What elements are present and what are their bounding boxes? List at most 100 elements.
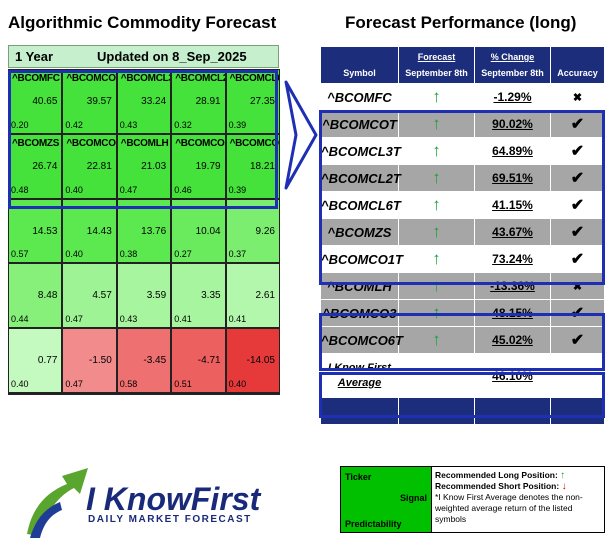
cell-predictability: 0.46 <box>174 184 192 195</box>
up-arrow-icon: ↑ <box>432 303 441 322</box>
logo-name: I KnowFirst <box>86 481 261 517</box>
up-arrow-icon: ↑ <box>432 330 441 349</box>
cell-predictability: 0.41 <box>228 314 247 325</box>
cell-predictability: 0.39 <box>228 184 247 195</box>
legend-predictability: Predictability <box>345 519 402 529</box>
heatmap-cell: 3.35 0.41 <box>171 263 226 329</box>
cell-predictability: 0.51 <box>174 379 192 389</box>
left-title: Algorithmic Commodity Forecast <box>8 13 277 32</box>
heatmap-cell: ^BCOMCL2T 28.91 0.32 <box>171 69 226 134</box>
legend-short: Recommended Short Position: <box>435 481 560 491</box>
cell-symbol: ^BCOMCL3T <box>120 73 170 84</box>
cell-predictability: 0.43 <box>119 314 138 325</box>
heatmap-cell: 2.61 0.41 <box>225 263 280 329</box>
table-footer <box>320 397 605 425</box>
row-change: 69.51% <box>474 164 551 192</box>
heatmap-cell: 14.53 0.57 <box>8 198 63 264</box>
cell-signal: -14.05 <box>246 355 275 367</box>
row-change: 43.67% <box>474 218 551 246</box>
heatmap-cell: -73.530.54 <box>116 393 172 395</box>
heatmap-cell: ^BCOMCL6T 27.35 0.39 <box>225 69 280 134</box>
row-symbol: ^BCOMFC <box>320 83 399 111</box>
heatmap-cell: -103.310.56 <box>171 393 226 395</box>
row-accuracy-icon: ✔ <box>550 110 605 138</box>
row-symbol: ^BCOMCL2T <box>320 164 401 192</box>
row-accuracy-icon: ✖ <box>550 272 605 300</box>
cell-symbol: ^BCOMFC <box>12 73 60 84</box>
cell-signal: 4.57 <box>92 290 112 302</box>
cell-predictability: 0.38 <box>119 249 138 260</box>
table-row: ^BCOMFC ↑ -1.29% ✖ <box>320 83 605 111</box>
cell-signal: 3.59 <box>146 290 167 302</box>
heatmap-cell: -124.600.57 <box>225 393 280 395</box>
cell-signal: 14.43 <box>86 225 112 237</box>
cell-signal: 3.35 <box>201 290 221 302</box>
frame-group-1 <box>319 110 605 285</box>
cell-predictability: 0.27 <box>174 249 192 260</box>
pointer-arrow-icon <box>284 80 318 190</box>
up-arrow-icon: ↑ <box>432 222 441 241</box>
average-label: I Know First Average <box>320 353 399 398</box>
col-symbol: Symbol <box>320 46 399 84</box>
cell-predictability: 0.47 <box>65 314 83 325</box>
legend-ticker: Ticker <box>345 472 372 482</box>
legend: Ticker Signal Predictability Recommended… <box>340 466 605 533</box>
cell-symbol: ^BCOMCO1T <box>66 137 116 149</box>
forecast-heatmap: ^BCOMFC 40.65 0.20 ^BCOMCOT 39.57 0.42 ^BCOMCL… <box>8 69 280 395</box>
heatmap-cell: 9.26 0.37 <box>225 198 280 264</box>
cell-predictability: 0.37 <box>228 249 247 260</box>
cell-signal: 10.04 <box>195 225 221 237</box>
cell-predictability: 0.40 <box>65 249 83 260</box>
right-title: Forecast Performance (long) <box>345 13 577 32</box>
table-row: ^BCOMCL3T ↑ 64.89% ✔ <box>320 137 605 165</box>
col-accuracy: Accuracy <box>550 46 605 84</box>
table-row: ^BCOMLH ↑ -13.36% ✖ <box>320 272 605 300</box>
heatmap-cell: 4.57 0.47 <box>62 263 117 329</box>
row-forecast: ↑ <box>398 83 475 111</box>
row-forecast: ↑ <box>398 272 475 300</box>
up-arrow-icon: ↑ <box>432 87 441 106</box>
heatmap-cell: ^BCOMCO3 19.79 0.46 <box>171 133 226 199</box>
row-symbol: ^BCOMCL3T <box>320 137 401 165</box>
row-forecast: ↑ <box>398 164 475 192</box>
heatmap-cell: ^BCOMCO1T 22.81 0.40 <box>62 133 117 199</box>
highlight-frame <box>8 70 278 209</box>
cell-symbol: ^BCOMCOT <box>66 73 117 84</box>
row-change: 41.15% <box>474 191 551 219</box>
cell-signal: 40.65 <box>32 96 58 107</box>
cell-predictability: 0.20 <box>11 119 29 130</box>
cell-signal: 2.61 <box>255 290 275 302</box>
cell-symbol: ^BCOMCL2T <box>175 73 224 84</box>
cell-predictability: 0.42 <box>65 119 83 130</box>
row-accuracy-icon: ✔ <box>550 137 605 165</box>
row-accuracy-icon: ✖ <box>550 83 605 111</box>
row-change: -13.36% <box>474 272 551 300</box>
col-change: % Change September 8th <box>474 46 551 84</box>
cell-predictability: 0.48 <box>11 184 29 195</box>
up-arrow-icon: ↑ <box>432 114 441 133</box>
cell-signal: 21.03 <box>141 160 167 172</box>
row-symbol: ^BCOMCO6T <box>320 326 403 354</box>
cell-signal: 39.57 <box>86 96 112 107</box>
up-arrow-icon: ↑ <box>432 249 441 268</box>
heatmap-cell: ^BCOMLH 21.03 0.47 <box>116 133 172 199</box>
cell-signal: 27.35 <box>249 96 275 107</box>
cell-signal: 14.53 <box>32 225 58 237</box>
heatmap-cell: -3.45 0.58 <box>116 328 172 393</box>
cell-symbol: ^BCOMZS <box>12 137 60 149</box>
row-forecast: ↑ <box>398 245 475 273</box>
cell-signal: 28.91 <box>195 96 221 107</box>
heatmap-cell: -63.090.55 <box>62 393 117 395</box>
cell-signal: 33.24 <box>141 96 167 107</box>
legend-text: Recommended Long Position: ↑ Recommended… <box>432 467 604 532</box>
table-row: ^BCOMCL2T ↑ 69.51% ✔ <box>320 164 605 192</box>
heatmap-cell: 3.59 0.43 <box>116 263 172 329</box>
updated-label: Updated on 8_Sep_2025 <box>97 49 247 64</box>
cell-symbol: ^BCOMLH <box>120 137 169 149</box>
row-symbol: ^BCOMCL6T <box>320 191 401 219</box>
row-accuracy-icon: ✔ <box>550 191 605 219</box>
table-row: ^BCOMCL6T ↑ 41.15% ✔ <box>320 191 605 219</box>
row-symbol: ^BCOMCO1T <box>320 245 403 273</box>
heatmap-cell: ^BCOMZS 26.74 0.48 <box>8 133 63 199</box>
up-arrow-icon: ↑ <box>432 168 441 187</box>
